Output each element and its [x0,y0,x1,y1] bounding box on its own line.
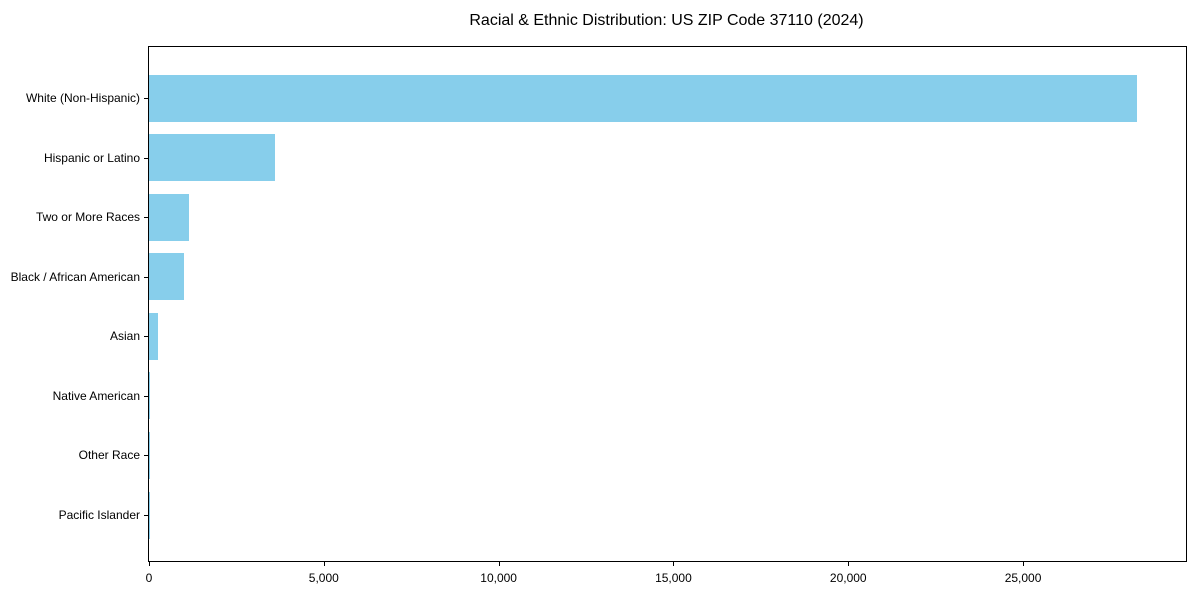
x-axis-tick [323,562,325,566]
bar-other-race [149,431,150,479]
x-axis-tick-label: 10,000 [480,571,517,585]
x-axis-tick-label: 0 [145,571,153,585]
y-axis-label: Two or More Races [35,210,140,225]
plot-area: White (Non-Hispanic) Hispanic or Latino Tw… [11,46,1187,585]
y-axis-label: White (Non-Hispanic) [25,91,140,105]
y-axis-tick [144,515,148,516]
chart-title: Racial & Ethnic Distribution: US ZIP Cod… [469,12,864,29]
x-axis-tick-label: 25,000 [1004,571,1042,585]
y-axis-tick [144,157,148,159]
bar-white-non-hispanic [149,74,1137,122]
bar-two-or-more-races [149,193,189,241]
y-axis-tick [144,395,148,397]
y-axis-label: Native American [52,388,140,403]
bar-black-african-american [149,253,185,301]
y-axis-tick [144,217,148,219]
bar-native-american [149,372,151,420]
y-axis-label: Pacific Islander [58,508,140,522]
y-axis-label: Black / African American [10,269,140,284]
y-axis-tick [144,98,148,99]
y-axis-label: Hispanic or Latino [43,150,140,165]
bar-asian [149,312,159,360]
x-axis-tick-label: 20,000 [829,571,867,585]
x-axis-tick [1023,562,1025,566]
y-axis-tick [144,276,148,278]
x-axis-tick-label: 5,000 [308,571,339,585]
x-axis-tick [848,562,850,566]
y-axis-label: Other Race [78,448,140,463]
x-axis-tick-label: 15,000 [655,571,692,585]
bar-hispanic-or-latino [149,134,276,182]
x-axis-tick [498,562,500,566]
y-axis-label: Asian [109,329,140,344]
y-axis-tick [144,455,148,457]
x-axis-tick [673,562,675,566]
x-axis-tick [149,562,150,566]
y-axis-tick [144,336,148,338]
